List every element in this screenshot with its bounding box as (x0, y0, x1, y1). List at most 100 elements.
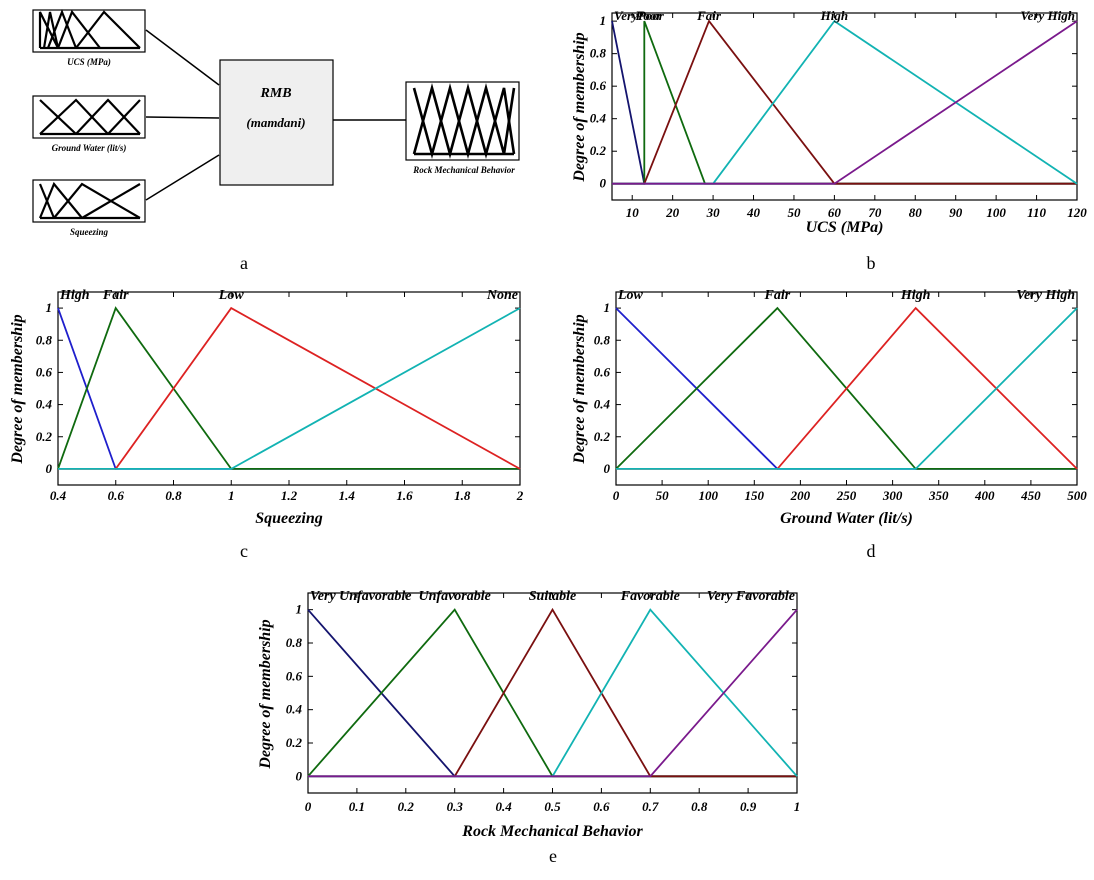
x-axis-label: Squeezing (255, 510, 323, 527)
connector-squeezing (145, 154, 220, 201)
x-tick-label: 60 (828, 205, 842, 220)
chart-squeezing-membership: 0.4 0.6 0.8 1 1.2 1.4 1.6 1.8 2 0 0.2 0.4 0.6 0.8 1 Hig… (9, 288, 524, 561)
x-tick-label: 0.5 (544, 799, 561, 814)
series-label: Favorable (620, 589, 680, 604)
x-tick-label: 80 (909, 205, 923, 220)
x-tick-label: 0 (305, 799, 312, 814)
y-tick-label: 0.2 (594, 429, 611, 444)
series-label: Suitable (529, 589, 576, 604)
x-tick-label: 0.6 (108, 488, 125, 503)
x-tick-label: 1 (228, 488, 235, 503)
series-label: Low (617, 288, 644, 303)
series-label: None (486, 288, 518, 303)
input-label-squeezing: Squeezing (70, 227, 109, 237)
y-axis-label: Degree of membership (571, 32, 588, 182)
x-tick-label: 2 (516, 488, 524, 503)
series-label: Very High (1020, 8, 1075, 23)
series-label: Very High (1016, 288, 1075, 303)
y-tick-label: 0 (600, 176, 607, 191)
y-tick-label: 0.4 (286, 702, 303, 717)
y-tick-label: 0.8 (286, 635, 303, 650)
y-tick-label: 0.8 (590, 46, 607, 61)
x-tick-label: 400 (974, 488, 995, 503)
series-line-high (612, 19, 1078, 185)
panel-caption-a: a (240, 253, 248, 273)
series-line-very-favorable (308, 609, 798, 778)
series-label: Low (218, 288, 245, 303)
connector-groundwater (145, 116, 220, 119)
y-tick-label: 0.6 (594, 364, 611, 379)
series-line-poor (612, 20, 1077, 185)
x-tick-label: 0.3 (447, 799, 464, 814)
y-tick-label: 1 (600, 13, 607, 28)
x-tick-label: 350 (928, 488, 949, 503)
x-tick-label: 0.7 (642, 799, 659, 814)
x-tick-label: 1.8 (454, 488, 471, 503)
x-tick-label: 200 (790, 488, 811, 503)
series-line-very-high (612, 20, 1078, 185)
plot-frame (611, 12, 1078, 201)
mf-glyph-squeezing (38, 181, 141, 220)
series-label: High (900, 288, 931, 303)
mf-glyph-groundwater (39, 98, 141, 136)
connector-ucs (145, 29, 220, 86)
input-label-ucs: UCS (MPa) (67, 57, 111, 67)
series-label: Poor (635, 8, 662, 23)
y-axis-label: Degree of membership (571, 314, 588, 464)
x-tick-label: 0.4 (50, 488, 67, 503)
x-tick-label: 70 (868, 205, 882, 220)
y-tick-label: 1 (46, 300, 53, 315)
y-tick-label: 0.6 (286, 668, 303, 683)
series-label: High (59, 288, 90, 303)
series-line-fair (612, 19, 1077, 185)
series-label: Very Unfavorable (310, 589, 412, 604)
panel-caption-c: c (240, 541, 248, 561)
input-label-groundwater: Ground Water (lit/s) (52, 143, 127, 153)
input-box-groundwater (32, 95, 146, 139)
y-tick-label: 1 (604, 300, 611, 315)
system-method: (mamdani) (246, 115, 305, 130)
x-tick-label: 0.6 (593, 799, 610, 814)
x-axis-label: UCS (MPa) (806, 219, 884, 236)
series-line-high (57, 307, 520, 470)
output-label: Rock Mechanical Behavior (412, 165, 515, 175)
series-label: High (820, 8, 848, 23)
series-label: Fair (764, 288, 791, 303)
mf-glyph-output (412, 83, 516, 159)
system-name: RMB (259, 86, 291, 101)
y-tick-label: 0.2 (286, 735, 303, 750)
y-tick-label: 0.4 (590, 111, 607, 126)
x-tick-label: 1.4 (339, 488, 356, 503)
series-line-low (58, 306, 521, 470)
x-tick-label: 300 (882, 488, 903, 503)
mf-glyph-ucs (38, 8, 141, 50)
y-tick-label: 0.2 (36, 429, 53, 444)
x-tick-label: 0.2 (398, 799, 415, 814)
chart-groundwater-membership: 0 50 100 150 200 250 300 350 400 450 500 0 0.2 0.4 0.6… (571, 288, 1087, 561)
x-tick-label: 0.8 (691, 799, 708, 814)
series-line-none (58, 307, 521, 470)
series-label: Unfavorable (419, 589, 491, 604)
panel-caption-d: d (867, 541, 876, 561)
y-tick-label: 0.6 (36, 364, 53, 379)
x-tick-label: 0.8 (165, 488, 182, 503)
y-tick-label: 0.4 (36, 397, 53, 412)
x-tick-label: 90 (949, 205, 963, 220)
x-tick-label: 0 (613, 488, 620, 503)
y-tick-label: 0.6 (590, 78, 607, 93)
y-tick-label: 0 (46, 461, 53, 476)
x-tick-label: 30 (706, 205, 721, 220)
x-tick-label: 0.4 (495, 799, 512, 814)
x-tick-label: 10 (626, 205, 640, 220)
y-tick-label: 0.2 (590, 143, 607, 158)
output-box (405, 81, 520, 161)
series-label: VeryPoor (614, 8, 665, 23)
x-tick-label: 1 (794, 799, 801, 814)
x-tick-label: 110 (1027, 205, 1046, 220)
x-tick-label: 40 (746, 205, 761, 220)
x-tick-label: 1.6 (396, 488, 413, 503)
y-axis-label: Degree of membership (9, 314, 26, 464)
x-tick-label: 50 (656, 488, 670, 503)
x-tick-label: 450 (1020, 488, 1041, 503)
